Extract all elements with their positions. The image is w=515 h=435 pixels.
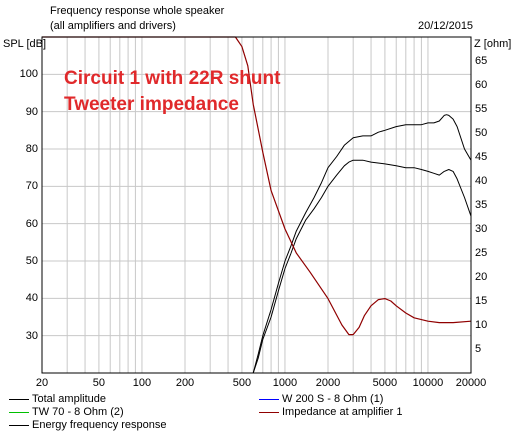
y-left-tick-label: 40 <box>25 292 38 305</box>
legend-label-energy: Energy frequency response <box>32 419 167 431</box>
series-line-2 <box>252 159 472 374</box>
legend-label-tweeter: TW 70 - 8 Ohm (2) <box>32 406 124 418</box>
legend-swatch-tweeter <box>9 412 29 413</box>
y-right-tick-label: 25 <box>475 247 488 259</box>
y-left-tick-label: 80 <box>25 143 38 155</box>
y-right-tick-label: 45 <box>475 151 488 163</box>
x-tick-label: 20 <box>35 377 49 389</box>
y-left-label: SPL [dB] <box>3 38 47 50</box>
x-tick-label: 500 <box>232 377 252 389</box>
x-tick-label: 2000 <box>315 377 341 389</box>
x-tick-label: 10000 <box>412 377 444 389</box>
legend-swatch-energy <box>9 425 29 426</box>
y-left-tick-label: 50 <box>25 255 38 267</box>
y-right-tick-label: 10 <box>475 319 488 331</box>
y-left-tick-label: 60 <box>25 217 38 230</box>
y-right-tick-label: 65 <box>475 55 488 67</box>
y-left-tick-label: 90 <box>25 105 38 118</box>
legend-swatch-impedance <box>259 412 279 413</box>
x-tick-label: 5000 <box>372 377 398 389</box>
y-right-tick-label: 20 <box>475 271 488 283</box>
y-left-tick-label: 100 <box>19 68 38 81</box>
series-line-4 <box>42 36 472 336</box>
y-right-tick-label: 15 <box>475 295 488 307</box>
plot-frame <box>41 36 472 374</box>
series-line-0 <box>252 114 472 374</box>
legend-label-impedance: Impedance at amplifier 1 <box>282 406 403 418</box>
chart-subtitle: (all amplifiers and drivers) <box>50 20 176 32</box>
chart-date: 20/12/2015 <box>418 20 474 32</box>
y-right-label: Z [ohm] <box>474 38 512 50</box>
x-tick-label: 50 <box>92 377 106 389</box>
y-left-tick-label: 30 <box>25 329 38 342</box>
annotation-line-2: Tweeter impedance <box>64 94 239 115</box>
y-right-tick-label: 5 <box>475 343 482 355</box>
legend-label-woofer: W 200 S - 8 Ohm (1) <box>282 393 384 405</box>
y-right-tick-label: 60 <box>475 79 488 91</box>
legend-label-total: Total amplitude <box>32 393 106 405</box>
legend-swatch-total <box>9 399 29 400</box>
y-right-tick-label: 50 <box>475 127 488 139</box>
y-right-tick-label: 35 <box>475 199 488 211</box>
plot-grid <box>42 37 471 373</box>
y-left-tick-label: 70 <box>25 180 38 193</box>
x-tick-label: 200 <box>175 377 195 389</box>
y-right-tick-label: 30 <box>475 223 488 235</box>
y-right-tick-label: 40 <box>475 175 488 187</box>
annotation-line-1: Circuit 1 with 22R shunt <box>64 68 281 89</box>
x-tick-label: 100 <box>132 377 152 389</box>
annotation-overlay: Circuit 1 with 22R shunt Tweeter impedan… <box>64 66 280 118</box>
x-tick-label: 20000 <box>455 377 487 389</box>
legend-swatch-woofer <box>259 399 279 400</box>
y-right-tick-label: 55 <box>475 103 488 115</box>
x-tick-label: 1000 <box>272 377 298 389</box>
chart-title: Frequency response whole speaker <box>50 5 225 17</box>
